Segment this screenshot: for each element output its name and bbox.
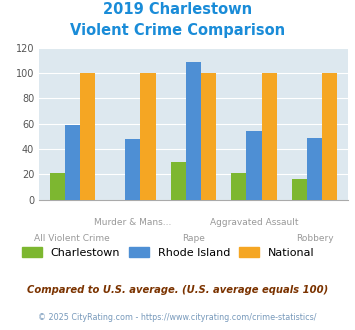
Text: Rape: Rape [182,234,205,243]
Bar [246,131,262,200]
Bar [125,139,141,200]
Text: Compared to U.S. average. (U.S. average equals 100): Compared to U.S. average. (U.S. average … [27,285,328,295]
Text: All Violent Crime: All Violent Crime [34,234,110,243]
Bar [65,125,80,200]
Bar [50,173,65,200]
Bar [186,62,201,200]
Bar [322,73,337,200]
Text: © 2025 CityRating.com - https://www.cityrating.com/crime-statistics/: © 2025 CityRating.com - https://www.city… [38,314,317,322]
Bar [171,162,186,200]
Bar [262,73,277,200]
Bar [201,73,216,200]
Bar [141,73,155,200]
Text: Murder & Mans...: Murder & Mans... [94,218,171,227]
Bar [80,73,95,200]
Text: Robbery: Robbery [296,234,333,243]
Text: 2019 Charlestown: 2019 Charlestown [103,2,252,16]
Text: Violent Crime Comparison: Violent Crime Comparison [70,23,285,38]
Bar [292,180,307,200]
Legend: Charlestown, Rhode Island, National: Charlestown, Rhode Island, National [20,245,317,260]
Bar [231,173,246,200]
Text: Aggravated Assault: Aggravated Assault [210,218,298,227]
Bar [307,138,322,200]
